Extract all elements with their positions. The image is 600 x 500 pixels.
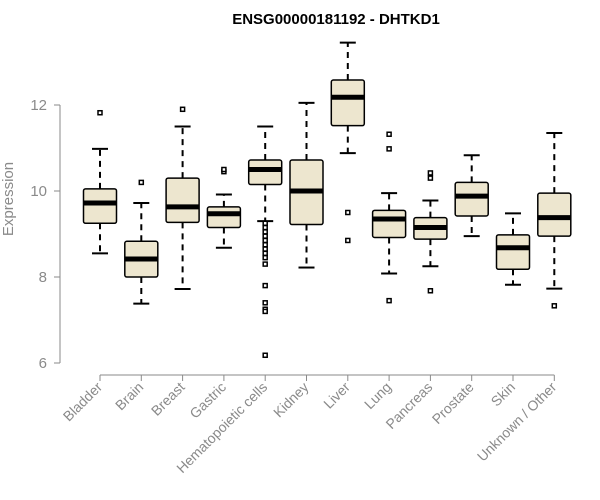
x-tick-label: Lung: [361, 379, 394, 412]
x-tick-label: Kidney: [270, 379, 312, 421]
x-tick-label: Prostate: [429, 379, 477, 427]
outlier-point: [262, 237, 268, 244]
outlier-point: [262, 224, 268, 231]
y-tick-label: 6: [39, 355, 47, 372]
chart-title: ENSG00000181192 - DHTKD1: [232, 11, 440, 28]
outlier-point: [262, 254, 268, 261]
x-tick-label: Skin: [488, 379, 519, 410]
outlier-point: [551, 303, 558, 309]
outlier-point: [427, 175, 434, 181]
outlier-point: [386, 146, 392, 152]
outlier-point: [262, 250, 268, 257]
outlier-point: [262, 242, 268, 248]
iqr-box: [495, 234, 531, 271]
x-tick-label: Breast: [148, 379, 188, 419]
box-group: [330, 41, 366, 244]
outlier-point: [262, 282, 268, 289]
outlier-point: [262, 220, 268, 226]
iqr-box: [165, 177, 200, 224]
x-tick-label: Brain: [112, 379, 146, 413]
outlier-point: [262, 352, 268, 359]
box-group: [82, 109, 118, 255]
outlier-point: [138, 179, 145, 186]
iqr-box: [247, 159, 283, 186]
outlier-point: [262, 308, 268, 315]
outlier-point: [262, 229, 268, 235]
outlier-point: [262, 261, 268, 267]
box-group: [289, 101, 324, 269]
outlier-point: [427, 170, 434, 176]
box-group: [206, 166, 242, 249]
box-group: [165, 106, 200, 291]
y-tick-label: 8: [39, 269, 47, 286]
outlier-point: [97, 109, 103, 116]
outlier-point: [345, 237, 351, 244]
y-tick-label: 12: [30, 97, 47, 114]
box-group: [247, 125, 283, 359]
iqr-box: [82, 188, 118, 225]
outlier-point: [427, 288, 434, 294]
box-group: [413, 170, 448, 294]
iqr-box: [330, 79, 366, 127]
iqr-box: [206, 206, 242, 229]
outlier-point: [386, 131, 392, 137]
box-group: [124, 179, 159, 305]
outlier-point: [179, 106, 186, 113]
outlier-point: [262, 246, 268, 252]
box-group: [371, 131, 407, 304]
box-group: [537, 131, 572, 309]
iqr-box: [537, 192, 572, 237]
outlier-point: [221, 166, 227, 173]
box-group: [454, 154, 489, 238]
x-tick-label: Liver: [320, 379, 353, 412]
y-axis: 6 8 10 12: [30, 97, 61, 372]
outlier-point: [386, 297, 392, 304]
box-group: [495, 212, 531, 286]
x-tick-label: Bladder: [60, 379, 106, 425]
plot-area: [82, 41, 572, 359]
y-tick-label: 10: [30, 183, 47, 200]
outlier-point: [262, 300, 268, 306]
outlier-point: [262, 233, 268, 239]
iqr-box: [371, 209, 407, 239]
y-axis-label: Expression: [0, 162, 17, 236]
iqr-box: [454, 181, 489, 217]
outlier-point: [345, 209, 351, 216]
